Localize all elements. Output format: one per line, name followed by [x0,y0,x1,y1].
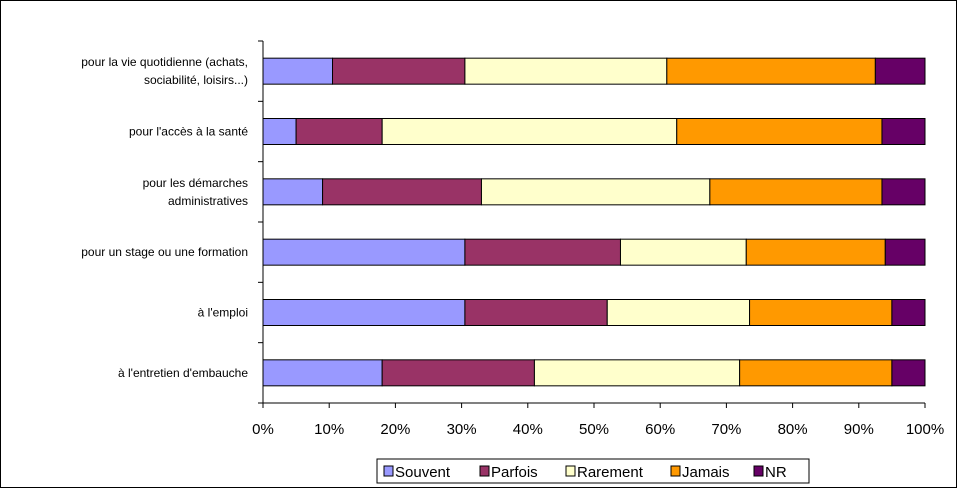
bar-segment-souvent-5 [262,359,383,387]
legend-swatch-souvent [383,465,394,477]
category-label-3: pour un stage ou une formation [81,245,248,259]
x-tick-label: 100% [906,421,944,438]
bar-segment-rarement-3 [619,238,747,266]
bar-segment-parfois-4 [464,299,608,326]
legend-swatch-parfois [479,465,490,477]
x-tick-label: 0% [252,421,274,438]
category-label-0: pour la vie quotidienne (achats, sociabil… [81,55,248,87]
category-label-2: pour les démarches administratives [143,176,248,208]
category-label-5: à l'entretien d'embauche [118,366,248,380]
bar-segment-souvent-1 [262,118,297,145]
legend-swatch-nr [753,465,764,477]
legend-box [376,458,810,484]
x-tick-label: 30% [447,421,477,438]
legend-label-parfois: Parfois [491,464,538,481]
legend-label-rarement: Rarement [577,464,644,481]
legend: Souvent Parfois Rarement Jamais NR [376,458,810,484]
bar-segment-jamais-5 [739,359,893,387]
axes [258,40,926,408]
bar-segment-jamais-0 [666,57,876,85]
bars-layer [262,57,926,387]
x-tick-labels: 0% 10% 20% 30% 40% 50% 60% 70% 80% 90% 100% [252,421,944,438]
legend-label-nr: NR [765,464,787,481]
bar-segment-jamais-1 [676,118,883,145]
bar-segment-jamais-3 [745,238,886,266]
bar-segment-nr-5 [891,359,926,387]
legend-label-souvent: Souvent [395,464,451,481]
x-tick-label: 20% [380,421,410,438]
category-labels: pour la vie quotidienne (achats, sociabil… [81,55,248,380]
category-label-4: à l'emploi [198,306,248,320]
bar-segment-souvent-0 [262,57,334,85]
bar-segment-nr-1 [881,118,926,145]
x-tick-label: 70% [711,421,741,438]
bar-segment-rarement-0 [464,57,668,85]
x-tick-label: 80% [778,421,808,438]
bar-segment-parfois-3 [464,238,621,266]
bar-segment-jamais-2 [709,178,883,206]
bar-segment-parfois-0 [332,57,466,85]
x-tick-label: 60% [645,421,675,438]
bar-segment-souvent-4 [262,299,466,326]
x-tick-label: 10% [314,421,344,438]
legend-swatch-jamais [670,465,681,477]
bar-segment-rarement-2 [480,178,711,206]
bar-segment-rarement-4 [606,299,751,326]
legend-swatch-rarement [565,465,576,477]
x-tick-label: 40% [513,421,543,438]
bar-segment-nr-0 [874,57,926,85]
bar-segment-nr-3 [884,238,926,266]
x-tick-label: 90% [844,421,874,438]
x-tick-label: 50% [579,421,609,438]
category-label-1: pour l'accès à la santé [129,125,248,139]
bar-segment-parfois-5 [381,359,535,387]
bar-segment-nr-2 [881,178,926,206]
bar-segment-souvent-2 [262,178,324,206]
bar-segment-rarement-5 [533,359,741,387]
bar-segment-parfois-1 [295,118,383,145]
bar-segment-nr-4 [891,299,926,326]
legend-label-jamais: Jamais [682,464,730,481]
bar-segment-jamais-4 [749,299,893,326]
bar-segment-souvent-3 [262,238,466,266]
bar-segment-parfois-2 [322,178,482,206]
bar-segment-rarement-1 [381,118,678,145]
